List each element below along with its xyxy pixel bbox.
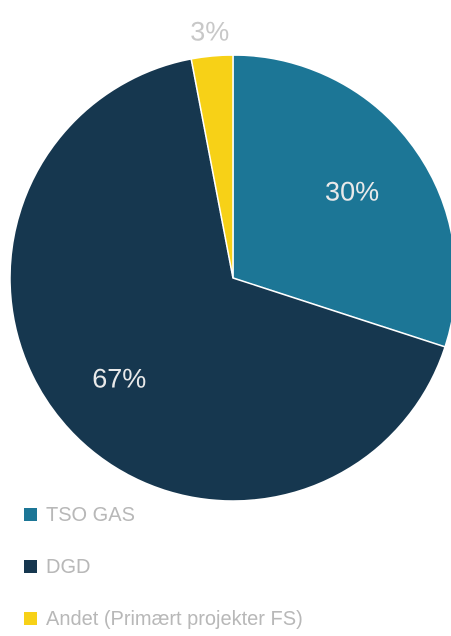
legend-label: TSO GAS	[46, 504, 135, 526]
pie-slice-andet-prim-rt-projekter-fs	[190, 54, 234, 279]
legend-swatch	[24, 612, 37, 625]
legend-swatch	[24, 560, 37, 573]
legend-label: Andet (Primært projekter FS)	[46, 608, 303, 630]
data-label-dgd: 67%	[92, 363, 146, 393]
data-label-tso-gas: 30%	[325, 176, 379, 206]
pie-slice-tso-gas	[232, 54, 451, 348]
pie-slices	[9, 54, 451, 502]
legend-label: DGD	[46, 556, 90, 578]
pie-labels: 30% 67% 3%	[92, 17, 379, 394]
data-label-andet-prim-rt-projekter-fs: 3%	[190, 17, 229, 47]
legend: TSO GAS DGD Andet (Primært projekter FS)	[24, 504, 303, 630]
legend-swatch	[24, 508, 37, 521]
pie-slice-dgd	[9, 58, 447, 502]
